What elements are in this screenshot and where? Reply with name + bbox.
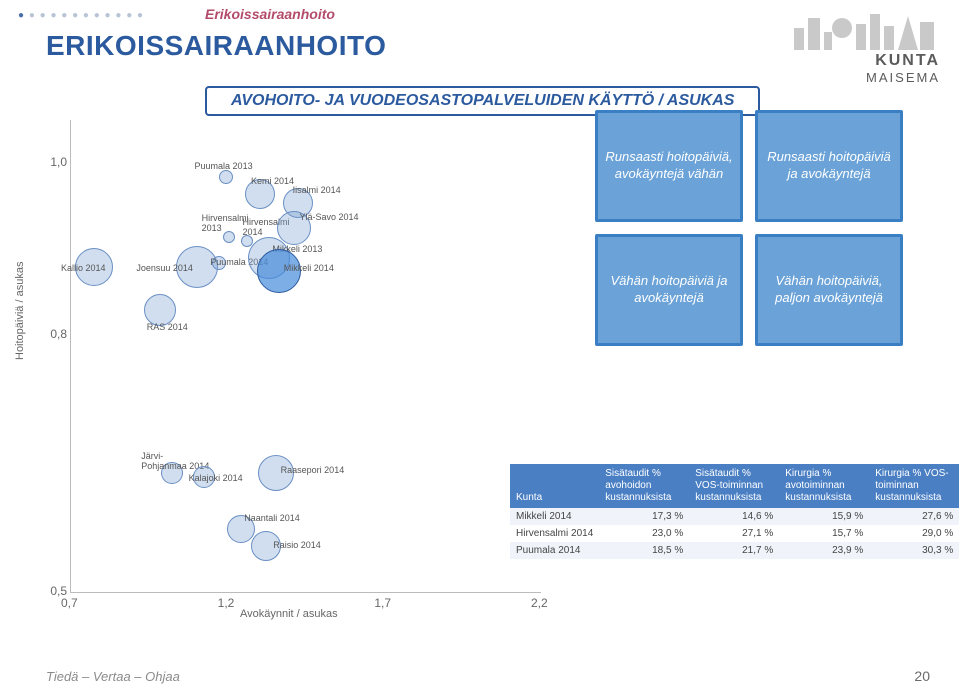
y-tick: 0,8	[41, 327, 67, 341]
x-tick: 0,7	[61, 596, 78, 610]
table-header: Kunta	[510, 464, 599, 508]
bubble-chart: 1,00,80,50,71,21,72,2Kallio 2014RAS 2014…	[70, 120, 541, 593]
table-cell: 30,3 %	[869, 542, 959, 559]
footer-tagline: Tiedä – Vertaa – Ohjaa	[46, 669, 180, 684]
table-cell: 23,0 %	[599, 525, 689, 542]
bubble-label: Mikkeli 2014	[284, 264, 334, 274]
quadrant-top-right: Runsaasti hoitopäiviä ja avokäyntejä	[755, 110, 903, 222]
table-cell: 15,7 %	[779, 525, 869, 542]
bubble-label: Kalajoki 2014	[189, 474, 243, 484]
table-header: Sisätaudit % avohoidon kustannuksista	[599, 464, 689, 508]
bubble-label: Puumala 2013	[195, 162, 253, 172]
page-title: ERIKOISSAIRAANHOITO	[46, 30, 386, 62]
bubble-label: Ylä-Savo 2014	[299, 213, 358, 223]
table-cell: 23,9 %	[779, 542, 869, 559]
table-cell: 29,0 %	[869, 525, 959, 542]
table-cell: Hirvensalmi 2014	[510, 525, 599, 542]
bubble-label: Joensuu 2014	[136, 264, 193, 274]
brand-logo: KUNTAMAISEMA	[790, 6, 940, 85]
bubble-label: RAS 2014	[147, 323, 188, 333]
table-row: Hirvensalmi 201423,0 %27,1 %15,7 %29,0 %	[510, 525, 959, 542]
table-cell: 15,9 %	[779, 508, 869, 525]
table-cell: 27,6 %	[869, 508, 959, 525]
table-header: Sisätaudit % VOS-toiminnan kustannuksist…	[689, 464, 779, 508]
table-cell: 18,5 %	[599, 542, 689, 559]
table-cell: 14,6 %	[689, 508, 779, 525]
bubble	[219, 170, 233, 184]
table-row: Puumala 201418,5 %21,7 %23,9 %30,3 %	[510, 542, 959, 559]
logo-text-bottom: MAISEMA	[866, 70, 940, 85]
table-cell: 27,1 %	[689, 525, 779, 542]
progress-dots: ● ● ● ● ● ● ● ● ● ● ● ●	[18, 10, 144, 21]
bubble-label: Iisalmi 2014	[293, 186, 341, 196]
quadrant-bottom-right: Vähän hoitopäiviä, paljon avokäyntejä	[755, 234, 903, 346]
quadrant-diagram: Runsaasti hoitopäiviä, avokäyntejä vähän…	[595, 110, 915, 360]
x-tick: 2,2	[531, 596, 548, 610]
y-tick: 1,0	[41, 155, 67, 169]
y-axis-label: Hoitopäiviä / asukas	[14, 262, 26, 360]
bubble-label: Kallio 2014	[61, 264, 106, 274]
bubble-label: Naantali 2014	[244, 514, 300, 524]
x-tick: 1,2	[218, 596, 235, 610]
x-tick: 1,7	[374, 596, 391, 610]
quadrant-bottom-left: Vähän hoitopäiviä ja avokäyntejä	[595, 234, 743, 346]
quadrant-top-left: Runsaasti hoitopäiviä, avokäyntejä vähän	[595, 110, 743, 222]
table-cell: 17,3 %	[599, 508, 689, 525]
bubble	[144, 294, 176, 326]
table-row: Mikkeli 201417,3 %14,6 %15,9 %27,6 %	[510, 508, 959, 525]
table-header: Kirurgia % avotoiminnan kustannuksista	[779, 464, 869, 508]
bubble-label: Raasepori 2014	[281, 466, 345, 476]
section-label: Erikoissairaanhoito	[205, 6, 335, 22]
x-axis-label: Avokäynnit / asukas	[240, 608, 338, 620]
bubble-label: Kemi 2014	[251, 177, 294, 187]
bubble-label: Raisio 2014	[273, 541, 321, 551]
table-cell: Puumala 2014	[510, 542, 599, 559]
table-header: Kirurgia % VOS-toiminnan kustannuksista	[869, 464, 959, 508]
table-cell: Mikkeli 2014	[510, 508, 599, 525]
skyline-icon	[790, 6, 940, 50]
logo-text-top: KUNTA	[790, 52, 940, 70]
table-cell: 21,7 %	[689, 542, 779, 559]
data-table: KuntaSisätaudit % avohoidon kustannuksis…	[510, 464, 959, 559]
page-number: 20	[914, 668, 930, 684]
